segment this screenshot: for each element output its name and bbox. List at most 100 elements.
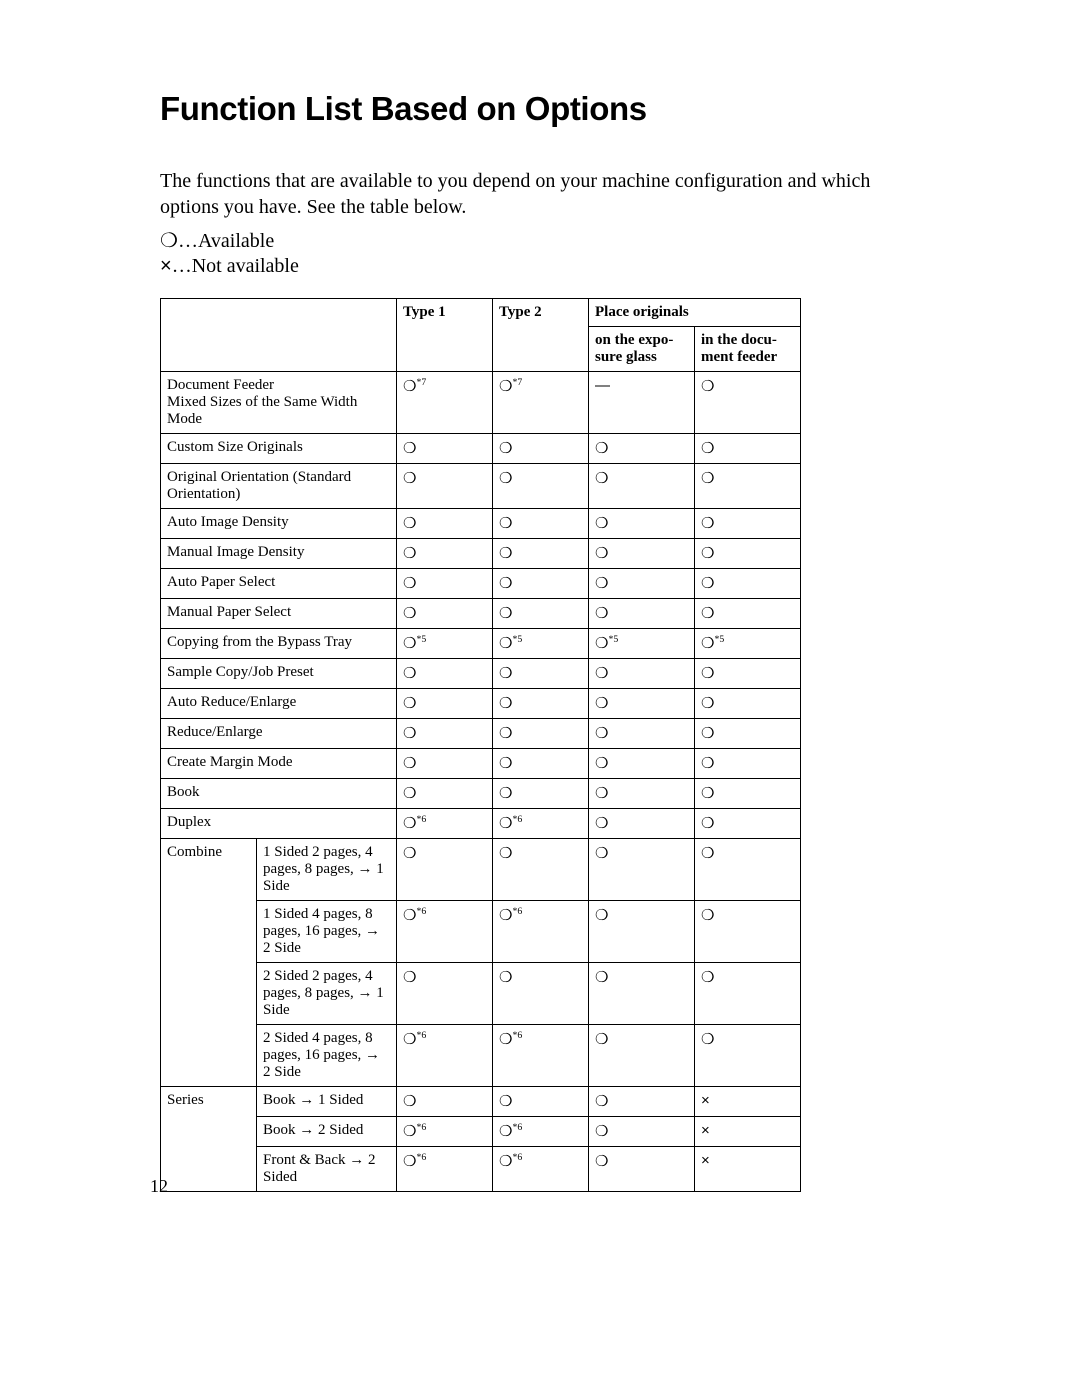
- legend-not-available-text: …Not available: [172, 255, 299, 277]
- table-cell: ❍: [397, 1087, 493, 1117]
- table-row: Document Feeder Mixed Sizes of the Same …: [161, 372, 801, 434]
- page: Function List Based on Options The funct…: [0, 0, 1080, 1397]
- table-cell: ❍*6: [493, 1117, 589, 1147]
- table-row: SeriesBook → 1 Sided❍❍❍×: [161, 1087, 801, 1117]
- table-cell: ❍: [589, 464, 695, 509]
- row-label: Custom Size Originals: [161, 434, 397, 464]
- table-body: Document Feeder Mixed Sizes of the Same …: [161, 372, 801, 1192]
- row-label: Duplex: [161, 809, 397, 839]
- table-cell: ❍: [695, 839, 801, 901]
- header-type2: Type 2: [493, 299, 589, 372]
- table-cell: ❍: [589, 569, 695, 599]
- table-row: Custom Size Originals❍❍❍❍: [161, 434, 801, 464]
- table-cell: ❍*7: [493, 372, 589, 434]
- table-cell: ❍: [589, 1087, 695, 1117]
- row-sub-label: 2 Sided 4 pages, 8 pages, 16 pages, → 2 …: [257, 1025, 397, 1087]
- row-sub-label: 1 Sided 2 pages, 4 pages, 8 pages, → 1 S…: [257, 839, 397, 901]
- table-row: Create Margin Mode❍❍❍❍: [161, 749, 801, 779]
- table-cell: ❍: [397, 963, 493, 1025]
- table-cell: ❍*6: [397, 1025, 493, 1087]
- table-cell: ❍: [589, 809, 695, 839]
- row-label: Auto Image Density: [161, 509, 397, 539]
- table-cell: ❍: [397, 599, 493, 629]
- header-in-feeder: in the docu- ment feeder: [695, 327, 801, 372]
- table-cell: ❍*5: [589, 629, 695, 659]
- table-cell: ❍: [397, 689, 493, 719]
- header-on-glass: on the expo- sure glass: [589, 327, 695, 372]
- table-cell: ❍: [589, 901, 695, 963]
- table-cell: ❍: [397, 839, 493, 901]
- row-label: Original Orientation (Standard Orientati…: [161, 464, 397, 509]
- table-cell: ❍: [397, 509, 493, 539]
- table-cell: ❍: [493, 659, 589, 689]
- table-cell: ❍: [695, 1025, 801, 1087]
- table-cell: ❍: [493, 719, 589, 749]
- table-cell: ❍: [493, 963, 589, 1025]
- table-cell: ❍: [695, 569, 801, 599]
- row-label: Manual Paper Select: [161, 599, 397, 629]
- row-label: Sample Copy/Job Preset: [161, 659, 397, 689]
- table-row: 1 Sided 4 pages, 8 pages, 16 pages, → 2 …: [161, 901, 801, 963]
- table-cell: ❍: [695, 689, 801, 719]
- table-cell: ❍: [493, 434, 589, 464]
- row-sub-label: 1 Sided 4 pages, 8 pages, 16 pages, → 2 …: [257, 901, 397, 963]
- table-cell: —: [589, 372, 695, 434]
- table-cell: ×: [695, 1147, 801, 1192]
- table-cell: ❍: [397, 434, 493, 464]
- table-cell: ❍: [493, 749, 589, 779]
- table-row: 2 Sided 2 pages, 4 pages, 8 pages, → 1 S…: [161, 963, 801, 1025]
- table-row: Auto Reduce/Enlarge❍❍❍❍: [161, 689, 801, 719]
- table-cell: ❍: [397, 719, 493, 749]
- table-row: Auto Image Density❍❍❍❍: [161, 509, 801, 539]
- table-cell: ❍: [589, 509, 695, 539]
- table-cell: ×: [695, 1117, 801, 1147]
- table-head: Type 1 Type 2 Place originals on the exp…: [161, 299, 801, 372]
- table-cell: ❍: [695, 779, 801, 809]
- table-cell: ❍: [695, 901, 801, 963]
- legend-not-available-symbol: ×: [160, 255, 172, 277]
- table-row: Sample Copy/Job Preset❍❍❍❍: [161, 659, 801, 689]
- table-cell: ❍*6: [493, 809, 589, 839]
- table-row: Front & Back → 2 Sided❍*6❍*6❍×: [161, 1147, 801, 1192]
- table-cell: ❍: [589, 599, 695, 629]
- table-cell: ❍: [695, 434, 801, 464]
- table-cell: ❍*6: [493, 1147, 589, 1192]
- table-cell: ❍*6: [493, 901, 589, 963]
- row-label: Create Margin Mode: [161, 749, 397, 779]
- table-cell: ❍: [493, 779, 589, 809]
- table-cell: ❍: [589, 689, 695, 719]
- table-cell: ❍: [493, 689, 589, 719]
- table-row: Manual Image Density❍❍❍❍: [161, 539, 801, 569]
- table-cell: ❍: [695, 372, 801, 434]
- table-cell: ❍: [589, 434, 695, 464]
- table-cell: ❍: [493, 569, 589, 599]
- row-label: Auto Reduce/Enlarge: [161, 689, 397, 719]
- table-cell: ❍: [589, 1117, 695, 1147]
- row-label: Reduce/Enlarge: [161, 719, 397, 749]
- table-row: 2 Sided 4 pages, 8 pages, 16 pages, → 2 …: [161, 1025, 801, 1087]
- table-cell: ❍: [695, 719, 801, 749]
- table-cell: ❍: [493, 1087, 589, 1117]
- table-cell: ❍: [397, 749, 493, 779]
- table-cell: ❍: [695, 539, 801, 569]
- table-cell: ❍*6: [397, 1117, 493, 1147]
- table-row: Copying from the Bypass Tray❍*5❍*5❍*5❍*5: [161, 629, 801, 659]
- table-cell: ❍: [589, 1025, 695, 1087]
- table-cell: ❍: [397, 569, 493, 599]
- table-row: Auto Paper Select❍❍❍❍: [161, 569, 801, 599]
- table-cell: ❍: [589, 659, 695, 689]
- table-cell: ❍*5: [493, 629, 589, 659]
- table-cell: ❍: [589, 839, 695, 901]
- row-sub-label: Book → 2 Sided: [257, 1117, 397, 1147]
- table-cell: ❍*6: [397, 901, 493, 963]
- table-cell: ❍: [493, 464, 589, 509]
- table-cell: ❍: [493, 839, 589, 901]
- row-group-label: Series: [161, 1087, 257, 1192]
- row-sub-label: 2 Sided 2 pages, 4 pages, 8 pages, → 1 S…: [257, 963, 397, 1025]
- legend-available: ❍…Available: [160, 228, 930, 253]
- function-table: Type 1 Type 2 Place originals on the exp…: [160, 298, 801, 1192]
- header-blank: [161, 299, 397, 372]
- row-label: Document Feeder Mixed Sizes of the Same …: [161, 372, 397, 434]
- table-cell: ❍*5: [397, 629, 493, 659]
- table-cell: ❍: [695, 599, 801, 629]
